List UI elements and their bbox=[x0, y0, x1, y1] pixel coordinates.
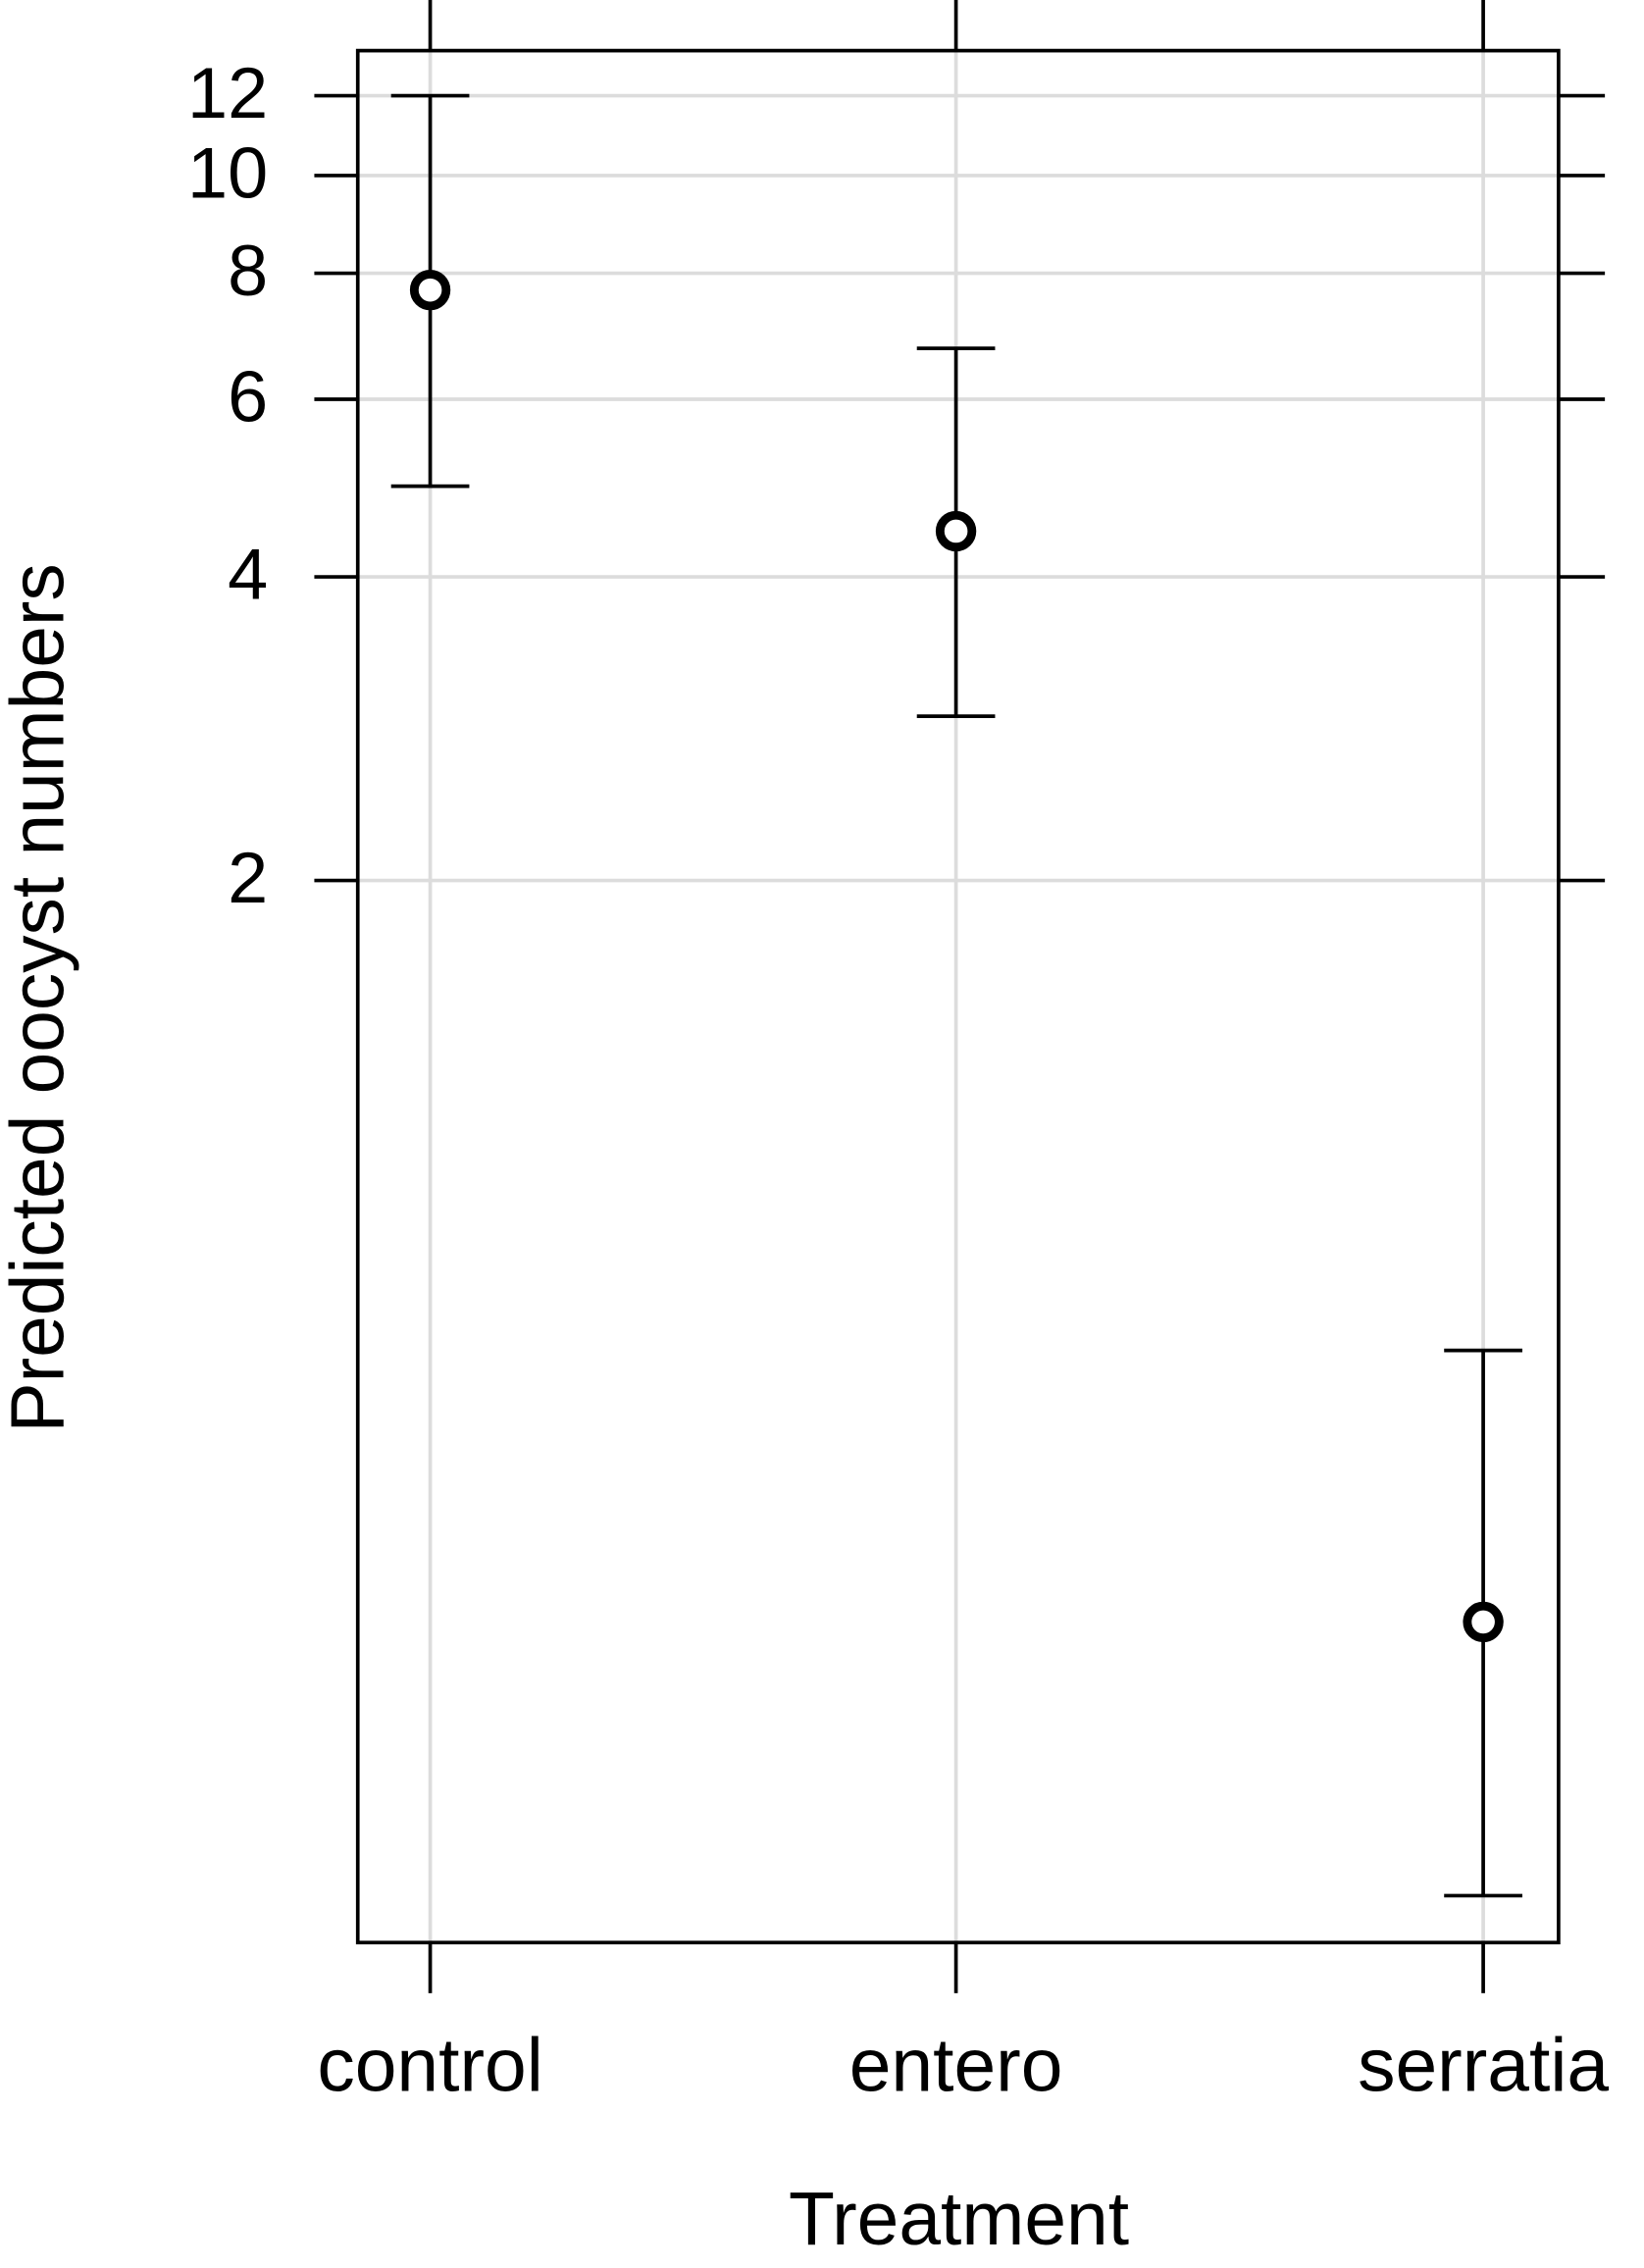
point bbox=[935, 510, 977, 552]
y-tick-label: 4 bbox=[228, 534, 268, 615]
y-tick-label: 2 bbox=[228, 837, 268, 918]
y-axis-title: Predicted oocyst numbers bbox=[0, 563, 80, 1432]
y-tick-label: 10 bbox=[187, 131, 268, 213]
y-tick-label: 6 bbox=[228, 355, 268, 437]
point bbox=[1463, 1601, 1504, 1643]
x-tick-label: entero bbox=[849, 2025, 1063, 2108]
y-tick-label: 12 bbox=[187, 52, 268, 133]
point bbox=[409, 270, 451, 311]
y-tick-label: 8 bbox=[228, 230, 268, 311]
x-axis-title: Treatment bbox=[789, 2178, 1129, 2261]
x-tick-label: control bbox=[317, 2025, 542, 2108]
x-tick-label: serratia bbox=[1358, 2025, 1609, 2108]
plot-frame bbox=[355, 48, 1561, 1945]
